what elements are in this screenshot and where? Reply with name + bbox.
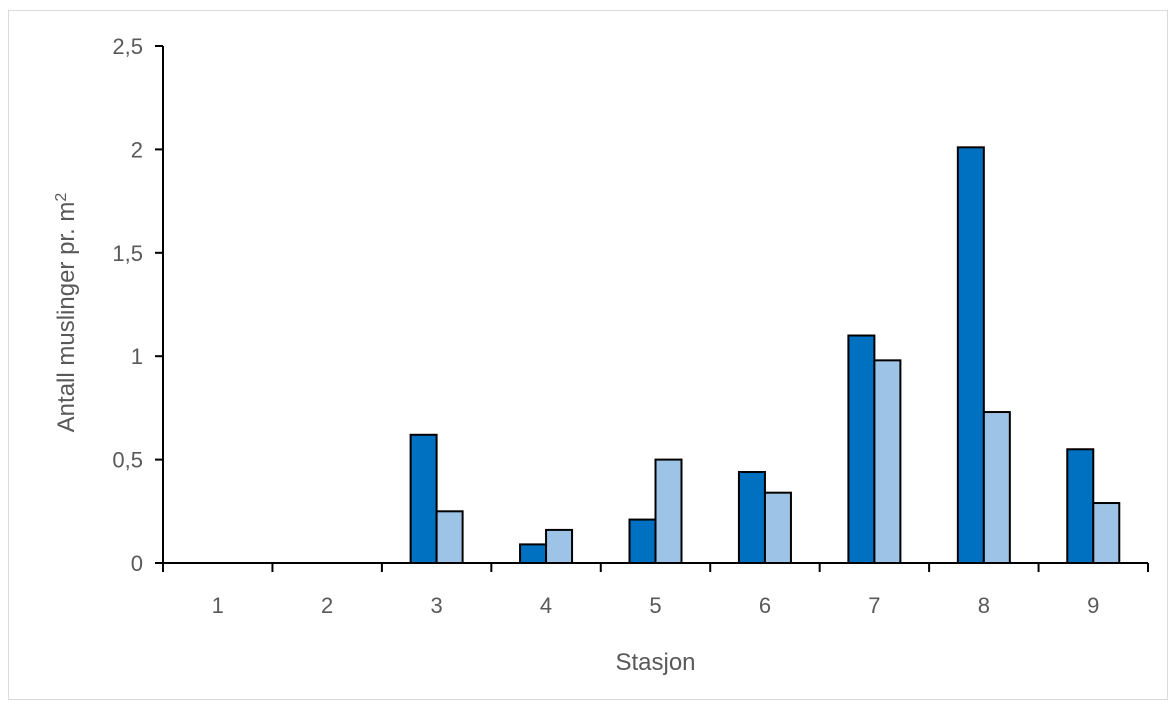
x-tick-label-3: 3 xyxy=(430,593,442,618)
x-tick-label-6: 6 xyxy=(759,593,771,618)
bar-series-2-station-4 xyxy=(545,528,574,564)
y-tick-label: 1,5 xyxy=(112,241,143,266)
y-axis-title-main: Antall muslinger pr. m xyxy=(53,202,80,433)
x-axis-title: Stasjon xyxy=(615,649,695,676)
bar-series-1-station-8 xyxy=(956,146,985,564)
bar-series-2-station-6 xyxy=(763,491,792,564)
y-tick-label: 0,5 xyxy=(112,448,143,473)
bar-series-1-station-5 xyxy=(628,518,657,565)
x-tick-label-7: 7 xyxy=(868,593,880,618)
bar-series-1-station-7 xyxy=(847,334,876,564)
bar-series-1-station-9 xyxy=(1066,448,1095,565)
bar-series-2-station-8 xyxy=(982,411,1011,565)
x-tick-label-5: 5 xyxy=(649,593,661,618)
axes-group xyxy=(162,46,1148,564)
bar-series-2-station-9 xyxy=(1092,502,1121,565)
y-tick-label: 2 xyxy=(131,137,143,162)
bar-series-2-station-3 xyxy=(435,510,464,564)
x-tick-label-8: 8 xyxy=(978,593,990,618)
x-ticks-group: 1 2 3 4 5 6 7 8 9 xyxy=(162,563,1149,618)
y-tick-label: 0 xyxy=(131,551,143,576)
bar-series-1-station-3 xyxy=(409,433,438,564)
y-axis-title-superscript: 2 xyxy=(53,193,70,202)
bar-series-2-station-5 xyxy=(654,458,683,565)
bars-group xyxy=(409,146,1121,565)
bar-series-2-station-7 xyxy=(873,359,902,564)
x-tick-label-4: 4 xyxy=(540,593,552,618)
bar-series-1-station-4 xyxy=(519,543,548,564)
bar-series-1-station-6 xyxy=(737,471,766,564)
y-tick-label: 2,5 xyxy=(112,34,143,59)
x-tick-label-1: 1 xyxy=(212,593,224,618)
y-ticks-group: 0 0,5 1 1,5 2 2,5 xyxy=(112,34,163,576)
y-tick-label: 1 xyxy=(131,344,143,369)
x-tick-label-9: 9 xyxy=(1087,593,1099,618)
x-tick-label-2: 2 xyxy=(321,593,333,618)
y-axis-title: Antall muslinger pr. m2 xyxy=(53,193,81,433)
